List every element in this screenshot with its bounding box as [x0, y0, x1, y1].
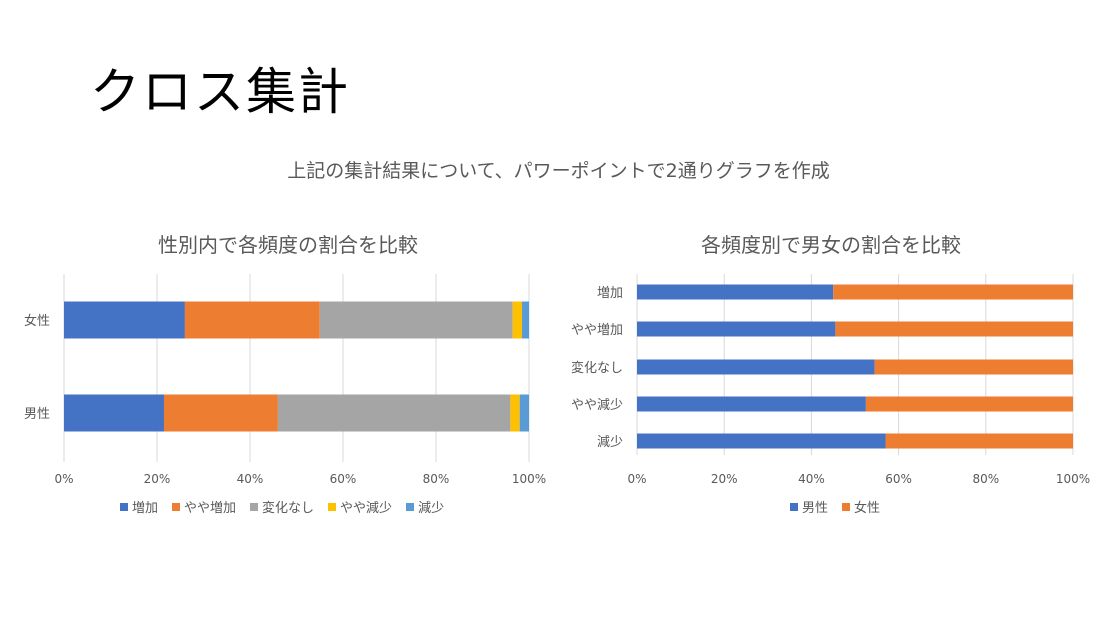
chart-1-tick-label: 80% [423, 472, 450, 486]
chart-2-bar-segment [637, 396, 866, 412]
legend-swatch [406, 502, 415, 511]
chart-1-bar-segment [512, 301, 523, 339]
chart-1-tick-label: 100% [512, 472, 546, 486]
legend-swatch [842, 502, 851, 511]
chart-2-legend: 男性 女性 [790, 497, 880, 516]
chart-2-tick-label: 80% [972, 472, 999, 486]
chart-1-bar-segment [163, 394, 278, 432]
chart-1-tick-label: 20% [144, 472, 171, 486]
legend-label: 減少 [418, 501, 445, 516]
chart-1-title: 性別内で各頻度の割合を比較 [158, 233, 418, 257]
legend-swatch [790, 502, 798, 511]
legend-label: やや増加 [184, 501, 237, 516]
legend-item: 女性 [842, 497, 880, 516]
chart-2-tick-label: 100% [1056, 472, 1090, 486]
chart-1-bar-segment [319, 301, 513, 339]
chart-1-bar-segment [519, 394, 529, 432]
legend-item: 減少 [406, 497, 444, 516]
legend-swatch [328, 502, 337, 511]
chart-2-bar-segment [885, 433, 1073, 449]
chart-2-category-label: やや増加 [571, 323, 623, 338]
chart-1-bar-segment [64, 301, 185, 339]
chart-2-bar-segment [865, 396, 1073, 412]
chart-2-category-label: 変化なし [571, 360, 623, 376]
chart-2-bar-segment [637, 321, 836, 337]
chart-1-tick-label: 0% [54, 472, 73, 486]
legend-item: やや減少 [328, 497, 392, 516]
chart-2-tick-label: 40% [798, 472, 825, 486]
chart-1-bar-segment [522, 301, 529, 339]
chart-2-bar-segment [637, 433, 886, 449]
legend-label: 男性 [802, 501, 829, 516]
chart-2-category-label: 減少 [597, 434, 623, 450]
chart-2-bar-segment [833, 284, 1073, 300]
chart-2-tick-label: 60% [885, 472, 912, 486]
legend-item: 増加 [120, 497, 158, 516]
chart-1-bar-segment [510, 394, 520, 432]
legend-label: やや減少 [340, 501, 393, 516]
chart-2-bar-segment [835, 321, 1073, 337]
chart-1-bar-segment [277, 394, 511, 432]
legend-item: 男性 [790, 497, 828, 516]
chart-1-bar-segment [64, 394, 164, 432]
chart-2-tick-label: 0% [627, 472, 646, 486]
slide-title: クロス集計 [90, 63, 350, 121]
chart-2-category-label: やや減少 [571, 397, 623, 413]
chart-1-tick-label: 40% [237, 472, 264, 486]
legend-label: 変化なし [262, 501, 315, 516]
slide-subtitle: 上記の集計結果について、パワーポイントで2通りグラフを作成 [287, 160, 830, 182]
legend-label: 増加 [132, 501, 159, 516]
chart-1-category-label: 女性 [24, 313, 50, 329]
chart-1-bar-segment [184, 301, 320, 339]
legend-label: 女性 [854, 501, 881, 516]
chart-2-tick-label: 20% [711, 472, 738, 486]
legend-swatch [172, 502, 181, 511]
legend-swatch [120, 502, 128, 511]
legend-swatch [250, 502, 259, 511]
chart-2-bar-segment [637, 284, 834, 300]
legend-item: やや増加 [172, 497, 236, 516]
legend-item: 変化なし [250, 497, 314, 516]
chart-1-tick-label: 60% [330, 472, 357, 486]
chart-2-bar-segment [637, 359, 875, 375]
chart-2-bar-segment [874, 359, 1073, 375]
chart-1-category-label: 男性 [24, 407, 50, 422]
chart-2-title: 各頻度別で男女の割合を比較 [701, 233, 961, 257]
chart-2-category-label: 増加 [597, 286, 623, 301]
chart-1-legend: 増加 やや増加 変化なし やや減少 減少 [120, 497, 444, 516]
